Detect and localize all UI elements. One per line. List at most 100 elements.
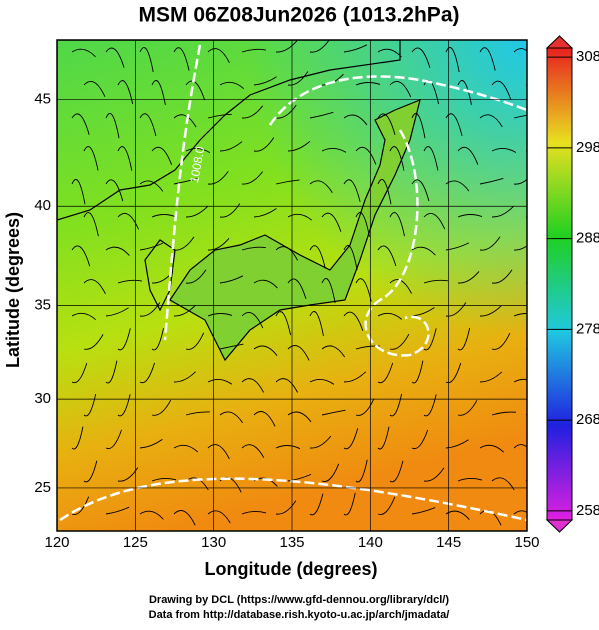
colorbar: 258 268 278 288 298 308	[545, 35, 599, 533]
streamline	[389, 460, 404, 483]
colorbar-arrow	[545, 519, 574, 533]
streamline	[83, 146, 99, 171]
streamline	[173, 47, 190, 71]
streamline	[491, 477, 515, 491]
streamline	[309, 493, 324, 516]
streamline	[377, 113, 396, 136]
streamline	[457, 327, 471, 351]
streamline	[117, 146, 133, 171]
streamline	[445, 439, 469, 449]
x-tick-label: 125	[123, 534, 148, 551]
streamline	[139, 242, 164, 251]
streamline	[343, 179, 361, 202]
streamline	[173, 114, 197, 128]
credit-line: Data from http://database.rish.kyoto-u.a…	[149, 609, 450, 621]
streamline	[309, 435, 332, 449]
streamline	[287, 345, 310, 361]
colorbar-label: 298	[576, 139, 599, 156]
colorbar-body	[546, 47, 573, 521]
streamline	[479, 444, 504, 453]
streamline	[151, 478, 177, 482]
streamline	[355, 82, 381, 86]
streamline	[275, 179, 300, 185]
streamlines	[71, 40, 527, 526]
streamline	[117, 213, 139, 230]
streamline	[445, 510, 470, 520]
streamline	[457, 478, 483, 482]
streamline	[355, 459, 368, 483]
streamline	[275, 246, 299, 261]
streamline	[287, 71, 309, 86]
streamline	[457, 214, 483, 218]
streamline	[71, 113, 90, 135]
streamline	[83, 212, 99, 237]
streamline	[513, 378, 527, 383]
streamline	[525, 348, 527, 350]
streamline	[445, 302, 467, 317]
streamline	[253, 345, 278, 356]
streamline	[207, 113, 232, 119]
streamline	[219, 411, 244, 424]
streamline	[219, 343, 244, 350]
colorbar-label: 308	[576, 48, 599, 65]
streamline	[343, 245, 358, 271]
streamline	[117, 467, 139, 482]
y-axis-label: Latitude (degrees)	[3, 212, 23, 368]
streamline	[343, 44, 368, 53]
streamline	[423, 394, 437, 417]
streamline	[151, 214, 177, 218]
contour-label: 1008.0	[187, 145, 207, 184]
streamline	[207, 510, 231, 524]
streamline	[241, 312, 264, 329]
streamline	[423, 146, 439, 171]
streamline	[411, 246, 436, 256]
streamline	[377, 496, 396, 515]
streamline	[275, 40, 298, 53]
streamline	[287, 411, 312, 423]
streamline	[445, 113, 463, 136]
streamline	[513, 114, 527, 119]
streamline	[185, 332, 205, 350]
streamline	[105, 246, 130, 256]
streamline	[275, 445, 301, 450]
streamline	[117, 328, 131, 351]
streamline	[241, 378, 265, 393]
streamline	[151, 327, 165, 351]
streamline	[105, 47, 125, 68]
streamline	[117, 394, 131, 417]
colorbar-label: 288	[576, 230, 599, 247]
streamline	[139, 439, 163, 449]
streamline	[343, 311, 364, 332]
streamline	[491, 411, 516, 416]
streamline	[445, 47, 460, 73]
streamline	[457, 271, 480, 284]
streamline	[377, 48, 402, 58]
streamline	[241, 511, 267, 515]
y-tick-label: 25	[34, 479, 51, 496]
streamline	[309, 378, 335, 385]
streamline	[139, 302, 161, 317]
streamline	[343, 492, 356, 516]
y-tick-label: 35	[34, 297, 51, 314]
streamline	[105, 506, 130, 515]
streamline	[479, 177, 504, 185]
colorbar-label: 258	[576, 502, 599, 519]
streamline	[151, 146, 173, 165]
streamline	[525, 150, 527, 152]
streamline	[71, 245, 91, 267]
streamline	[207, 170, 229, 185]
x-tick-label: 120	[44, 534, 69, 551]
streamline	[389, 146, 405, 171]
streamline	[321, 463, 340, 482]
streamline	[343, 371, 367, 383]
streamline	[479, 305, 502, 317]
streamline	[151, 399, 172, 416]
streamline	[207, 378, 233, 385]
streamline	[457, 400, 478, 416]
streamline	[355, 146, 377, 165]
streamline	[355, 398, 375, 416]
x-tick-label: 130	[201, 534, 226, 551]
streamline	[423, 467, 445, 482]
streamline	[173, 444, 198, 453]
